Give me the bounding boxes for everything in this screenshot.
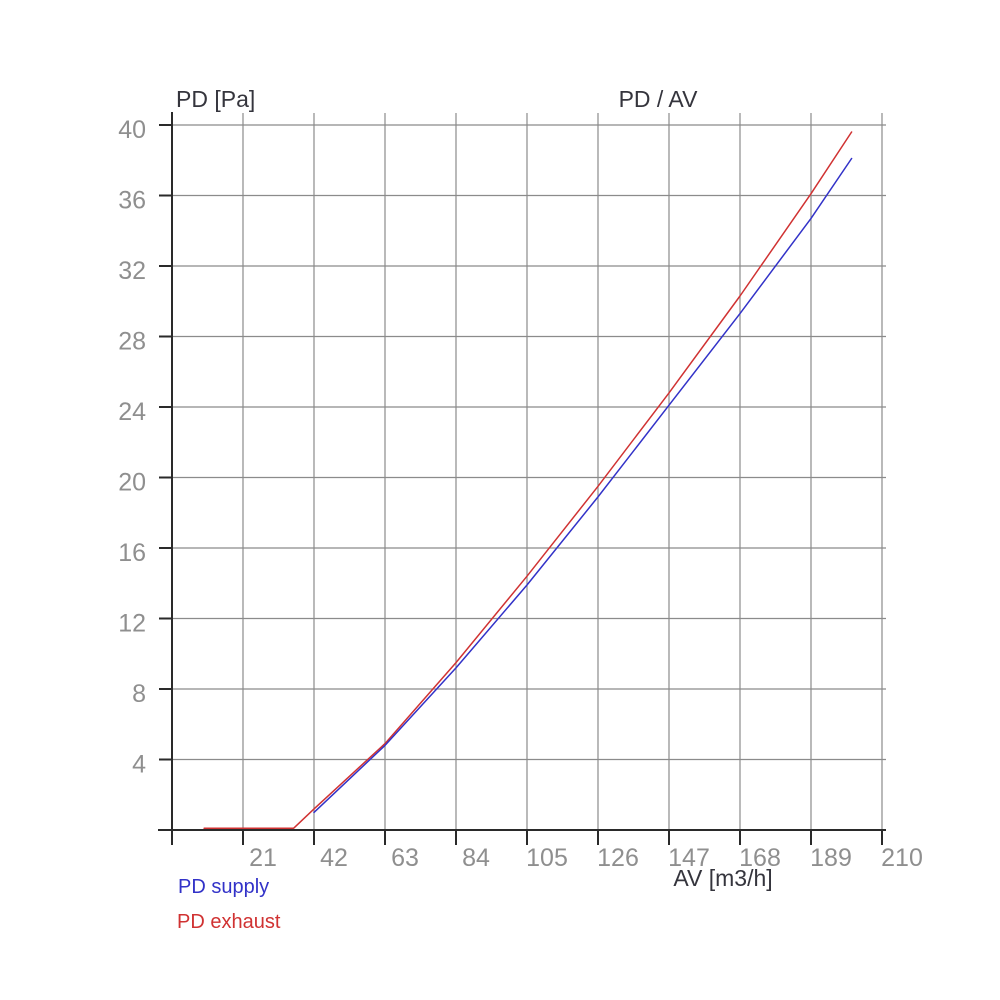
y-tick-label-16: 16 [118, 539, 146, 567]
y-axis-title: PD [Pa] [176, 86, 255, 112]
x-tick-label-147: 147 [668, 844, 710, 872]
y-tick-label-28: 28 [118, 328, 146, 356]
y-tick-label-12: 12 [118, 610, 146, 638]
y-tick-label-24: 24 [118, 398, 146, 426]
x-tick-label-168: 168 [739, 844, 781, 872]
x-tick-label-42: 42 [320, 844, 348, 872]
y-tick-label-4: 4 [132, 751, 146, 779]
series-layer [203, 131, 853, 829]
series-line-pd-supply [313, 157, 853, 814]
x-tick-label-189: 189 [810, 844, 852, 872]
series-line-pd-exhaust [203, 131, 853, 829]
y-tick-label-8: 8 [132, 680, 146, 708]
chart-title: PD / AV [619, 86, 698, 112]
x-tick-label-21: 21 [249, 844, 277, 872]
y-tick-label-40: 40 [118, 116, 146, 144]
x-tick-label-210: 210 [881, 844, 923, 872]
x-tick-label-84: 84 [462, 844, 490, 872]
y-tick-label-32: 32 [118, 257, 146, 285]
legend-label-supply: PD supply [178, 876, 269, 898]
x-tick-label-105: 105 [526, 844, 568, 872]
x-tick-label-126: 126 [597, 844, 639, 872]
x-axis-title: AV [m3/h] [673, 865, 772, 891]
legend-label-exhaust: PD exhaust [177, 911, 281, 933]
y-tick-label-36: 36 [118, 187, 146, 215]
axis-layer [158, 112, 886, 845]
x-tick-label-63: 63 [391, 844, 419, 872]
grid-layer [172, 113, 886, 831]
tick-label-layer: 4 8 12 16 20 24 28 32 36 40 21 42 63 84 105 126 147 168 18… [118, 116, 923, 872]
y-tick-label-20: 20 [118, 469, 146, 497]
